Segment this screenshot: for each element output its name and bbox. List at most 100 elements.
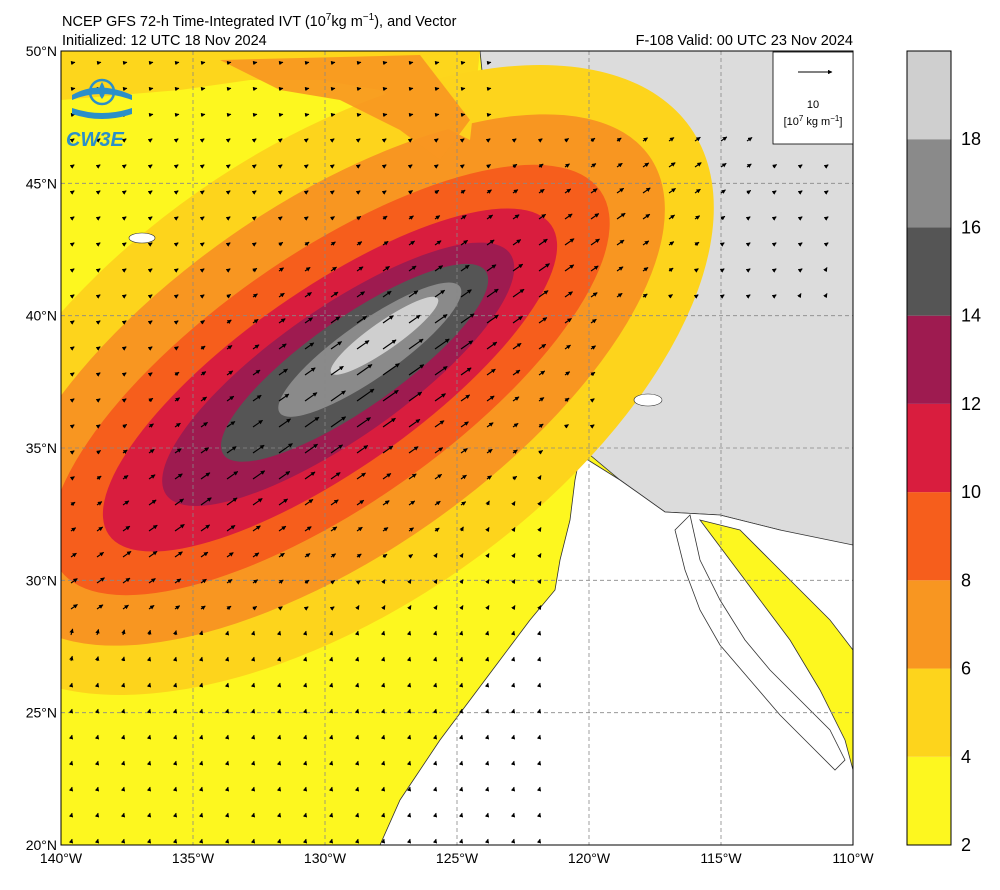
- ivt-vector-arrow: [173, 268, 179, 273]
- ivt-vector-arrow: [328, 656, 334, 662]
- colorbar-labels: 18 16 14 12 10 8 6 4 2: [961, 129, 981, 855]
- ivt-vector-arrow: [538, 290, 549, 298]
- ivt-vector-arrow: [536, 630, 542, 636]
- ivt-vector-arrow: [538, 317, 548, 324]
- ivt-vector-arrow: [354, 734, 360, 740]
- ivt-vector-arrow: [224, 838, 230, 844]
- ivt-vector-arrow: [148, 448, 155, 454]
- ivt-vector-arrow: [538, 188, 545, 194]
- ivt-vector-arrow: [590, 318, 597, 324]
- ivt-vector-arrow: [302, 682, 308, 688]
- ivt-vector-arrow: [68, 734, 74, 740]
- ivt-vector-arrow: [198, 760, 204, 766]
- ivt-vector-arrow: [564, 344, 571, 350]
- ivt-vector-arrow: [276, 838, 282, 844]
- ivt-vector-arrow: [823, 164, 829, 169]
- ivt-vector-arrow: [304, 112, 310, 118]
- ivt-vector-arrow: [121, 372, 127, 377]
- ivt-vector-arrow: [460, 421, 469, 428]
- ivt-vector-arrow: [122, 604, 129, 610]
- ivt-vector-arrow: [147, 372, 153, 377]
- ivt-vector-arrow: [590, 371, 596, 377]
- ivt-vector-arrow: [304, 526, 312, 532]
- ivt-vector-arrow: [511, 579, 516, 585]
- ivt-vector-arrow: [433, 553, 438, 558]
- ivt-vector-arrow: [303, 606, 309, 611]
- ivt-vector-arrow: [121, 190, 127, 195]
- cw3e-logo: CW3E: [66, 78, 132, 151]
- ivt-vector-arrow: [174, 605, 181, 610]
- ivt-vector-arrow: [354, 682, 360, 688]
- ivt-vector-arrow: [406, 812, 412, 818]
- ivt-vector-arrow: [512, 422, 519, 428]
- ivt-vector-arrow: [330, 241, 336, 246]
- ivt-vector-arrow: [536, 786, 542, 792]
- ivt-vector-arrow: [511, 553, 516, 559]
- ivt-vector-arrow: [694, 162, 702, 168]
- longitude-labels: 140°W 135°W 130°W 125°W 120°W 115°W 110°W: [40, 850, 874, 866]
- ivt-vector-arrow: [484, 630, 490, 636]
- ivt-vector-arrow: [226, 552, 234, 558]
- ivt-vector-arrow: [276, 786, 282, 792]
- ivt-vector-arrow: [797, 268, 803, 273]
- ivt-vector-arrow: [538, 343, 547, 350]
- ivt-vector-arrow: [408, 553, 414, 559]
- ivt-vector-arrow: [122, 60, 128, 66]
- ivt-vector-arrow: [434, 393, 446, 402]
- ivt-vector-arrow: [433, 605, 438, 611]
- ivt-vector-arrow: [484, 734, 490, 740]
- ivt-vector-arrow: [484, 656, 490, 662]
- lon-label: 140°W: [40, 850, 83, 866]
- ivt-vector-arrow: [356, 388, 375, 402]
- colorbar-band: [907, 139, 951, 228]
- ivt-vector-arrow: [121, 294, 127, 299]
- lat-label: 50°N: [26, 43, 57, 59]
- ivt-vector-arrow: [304, 498, 314, 506]
- ivt-vector-arrow: [485, 553, 490, 559]
- ivt-vector-arrow: [95, 190, 101, 195]
- ivt-vector-arrow: [304, 86, 310, 92]
- ivt-vector-arrow: [251, 216, 257, 221]
- ivt-vector-arrow: [823, 242, 829, 247]
- ivt-vector-arrow: [96, 551, 104, 558]
- ivt-vector-arrow: [486, 314, 499, 324]
- ivt-vector-arrow: [380, 812, 386, 818]
- ivt-vector-arrow: [224, 656, 230, 662]
- ivt-vector-arrow: [276, 708, 282, 714]
- ivt-vector-arrow: [173, 346, 179, 351]
- ivt-vector-arrow: [69, 320, 75, 325]
- ivt-vector-arrow: [719, 294, 725, 299]
- ivt-vector-arrow: [278, 498, 288, 506]
- ivt-vector-arrow: [823, 216, 829, 221]
- ivt-vector-arrow: [120, 682, 126, 688]
- lat-label: 20°N: [26, 837, 57, 853]
- ivt-vector-arrow: [200, 551, 209, 558]
- ivt-vector-arrow: [96, 60, 102, 66]
- ivt-vector-arrow: [694, 136, 701, 142]
- ivt-vector-arrow: [382, 389, 399, 402]
- ivt-vector-arrow: [278, 525, 287, 532]
- ivt-vector-arrow: [121, 398, 127, 403]
- ivt-vector-arrow: [95, 138, 101, 143]
- ivt-vector-arrow: [329, 138, 335, 143]
- ivt-vector-arrow: [432, 838, 438, 844]
- ivt-vector-arrow: [330, 499, 339, 506]
- ivt-vector-arrow: [252, 498, 263, 506]
- lon-label: 130°W: [304, 850, 347, 866]
- ivt-vector-arrow: [484, 682, 490, 688]
- ivt-vector-arrow: [564, 264, 575, 272]
- ivt-vector-arrow: [486, 288, 499, 298]
- ivt-vector-arrow: [69, 190, 75, 195]
- ivt-vector-arrow: [382, 315, 394, 324]
- colorbar-label: 14: [961, 306, 981, 326]
- ivt-vector-arrow: [381, 190, 387, 195]
- ivt-vector-arrow: [328, 786, 334, 792]
- ivt-vector-arrow: [510, 786, 516, 792]
- ivt-vector-arrow: [95, 320, 101, 325]
- ivt-vector-arrow: [668, 137, 675, 142]
- colorbar-label: 4: [961, 747, 971, 767]
- ivt-vector-arrow: [146, 682, 152, 688]
- ivt-vector-arrow: [94, 838, 100, 844]
- ivt-vector-arrow: [68, 760, 74, 766]
- ivt-vector-arrow: [590, 163, 597, 168]
